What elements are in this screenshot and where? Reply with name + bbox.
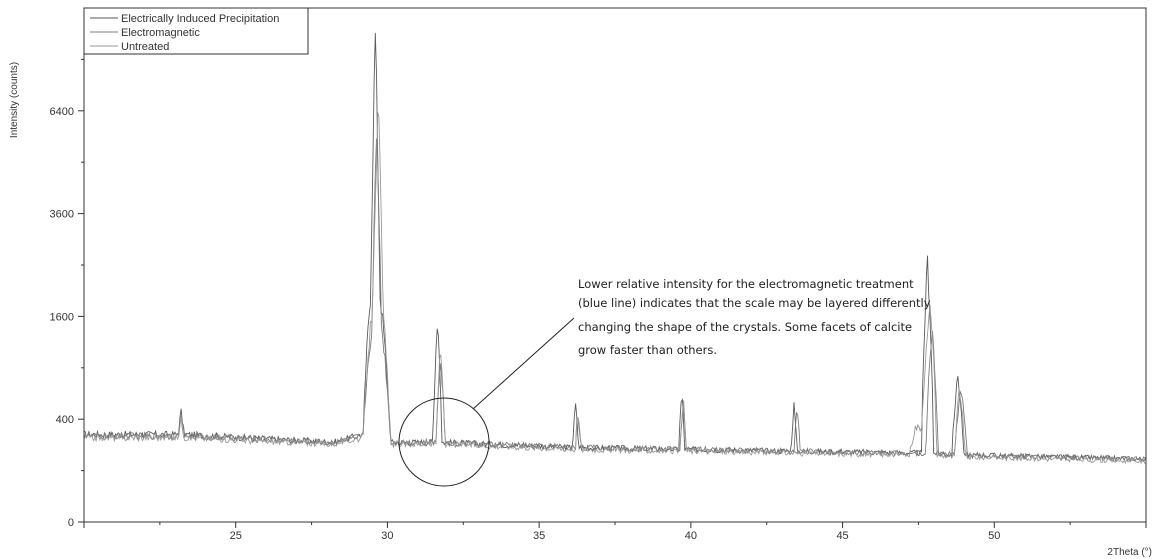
series-line — [83, 111, 1147, 465]
y-tick-label: 6400 — [50, 106, 74, 118]
legend-entry: Electrically Induced Precipitation — [121, 13, 279, 25]
x-tick-label: 40 — [685, 530, 697, 542]
annotation-line: grow faster than others. — [578, 343, 717, 357]
x-axis-title: 2Theta (°) — [1107, 547, 1152, 558]
y-tick-label: 400 — [56, 414, 74, 426]
annotation-circle — [398, 397, 490, 487]
legend-box — [83, 7, 309, 55]
y-axis-title: Intensity (counts) — [9, 62, 20, 138]
annotation-line: Lower relative intensity for the electro… — [578, 277, 914, 291]
series-group — [83, 32, 1147, 465]
annotation: Lower relative intensity for the electro… — [398, 277, 931, 487]
axis-ticks: 25 30 35 40 45 50 0 400 1600 3600 6400 — [50, 58, 1147, 542]
y-tick-label: 1600 — [50, 311, 74, 323]
x-tick-label: 25 — [230, 530, 242, 542]
plot-frame — [83, 7, 1147, 523]
series-line — [83, 32, 1147, 463]
annotation-line: changing the shape of the crystals. Some… — [578, 320, 912, 334]
legend-entry: Electromagnetic — [121, 27, 200, 39]
annotation-pointer — [472, 317, 575, 410]
x-tick-label: 35 — [533, 530, 545, 542]
x-tick-label: 45 — [836, 530, 848, 542]
legend: Electrically Induced Precipitation Elect… — [83, 7, 309, 55]
annotation-line: (blue line) indicates that the scale may… — [578, 296, 931, 310]
x-tick-label: 30 — [381, 530, 393, 542]
y-tick-label: 0 — [68, 517, 74, 529]
x-tick-label: 50 — [988, 530, 1000, 542]
legend-entry: Untreated — [121, 41, 169, 53]
y-tick-label: 3600 — [50, 209, 74, 221]
